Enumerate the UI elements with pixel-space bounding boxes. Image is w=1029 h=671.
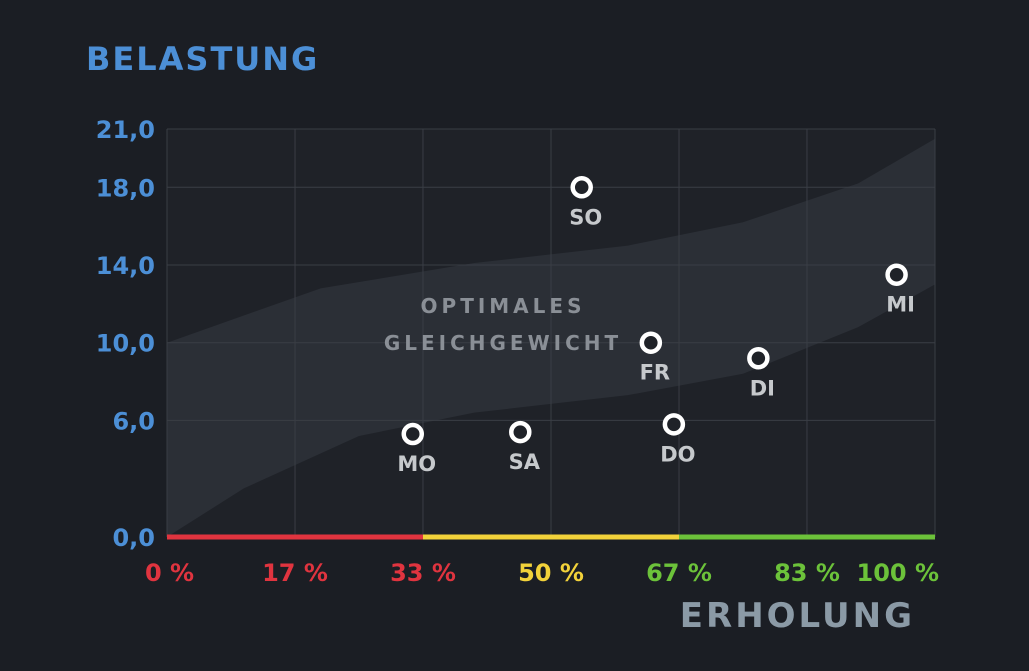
x-tick-label: 67 % bbox=[646, 559, 712, 587]
y-tick-label: 18,0 bbox=[96, 174, 155, 202]
y-tick-label: 14,0 bbox=[96, 252, 155, 280]
y-axis-title: BELASTUNG bbox=[86, 40, 320, 78]
data-point-sa bbox=[509, 420, 532, 444]
band-label: GLEICHGEWICHT bbox=[384, 331, 622, 355]
y-tick-label: 6,0 bbox=[112, 407, 155, 435]
x-tick-label: 0 % bbox=[145, 559, 194, 587]
data-point-mo bbox=[401, 422, 425, 446]
data-point-label: MI bbox=[886, 293, 915, 317]
y-tick-label: 10,0 bbox=[96, 330, 155, 358]
data-point-so bbox=[570, 176, 593, 199]
data-point-label: DO bbox=[660, 442, 695, 466]
data-point-label: FR bbox=[640, 361, 671, 385]
y-tick-label: 0,0 bbox=[112, 524, 155, 552]
data-point-do bbox=[662, 413, 686, 436]
data-point-label: SA bbox=[509, 450, 541, 474]
data-point-label: MO bbox=[397, 452, 436, 476]
x-axis-title: ERHOLUNG bbox=[679, 596, 915, 636]
data-point-label: SO bbox=[569, 205, 602, 229]
data-point-di bbox=[747, 347, 770, 370]
band-label: OPTIMALES bbox=[421, 294, 586, 318]
x-tick-label: 83 % bbox=[774, 559, 840, 587]
data-point-label: DI bbox=[750, 376, 775, 400]
data-point-fr bbox=[639, 331, 663, 354]
x-tick-label: 50 % bbox=[518, 559, 584, 587]
y-tick-label: 21,0 bbox=[96, 116, 155, 144]
data-point-mi bbox=[885, 263, 908, 286]
x-tick-label: 100 % bbox=[857, 559, 940, 587]
x-tick-label: 33 % bbox=[390, 559, 456, 587]
x-tick-label: 17 % bbox=[262, 559, 328, 587]
